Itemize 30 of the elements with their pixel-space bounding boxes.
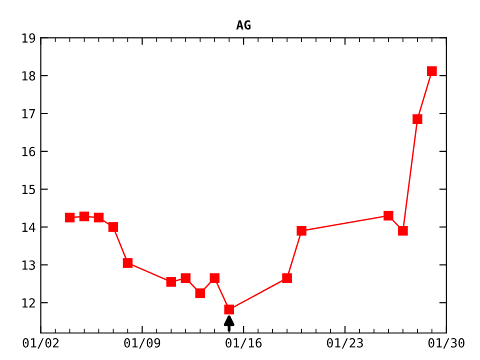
point (210, 273, 220, 283)
point (122, 258, 133, 268)
chart-title: AG (236, 20, 250, 30)
point (412, 114, 422, 124)
point (108, 222, 118, 232)
x-tick-label: 01/30 (428, 338, 464, 349)
point (427, 66, 437, 76)
point (398, 226, 408, 236)
point (166, 277, 176, 287)
point (282, 273, 292, 283)
y-tick-label: 17 (22, 109, 35, 118)
point (224, 304, 234, 314)
point (384, 210, 394, 221)
y-tick-label: 16 (22, 146, 36, 156)
x-tick-label: 01/02 (22, 338, 59, 349)
point (79, 212, 90, 222)
y-tick-label: 18 (22, 71, 36, 81)
point (195, 288, 206, 298)
y-tick-label: 12 (22, 298, 35, 308)
x-tick-label: 01/09 (124, 338, 160, 349)
x-tick-label: 01/23 (327, 338, 363, 349)
point (180, 273, 191, 283)
y-tick-label: 14 (22, 222, 36, 232)
y-tick-label: 19 (22, 33, 36, 43)
y-tick-label: 13 (22, 260, 35, 270)
point (296, 226, 306, 236)
point (94, 212, 104, 222)
y-tick-label: 15 (22, 184, 35, 194)
point (64, 212, 75, 222)
x-tick-label: 01/16 (226, 338, 262, 349)
